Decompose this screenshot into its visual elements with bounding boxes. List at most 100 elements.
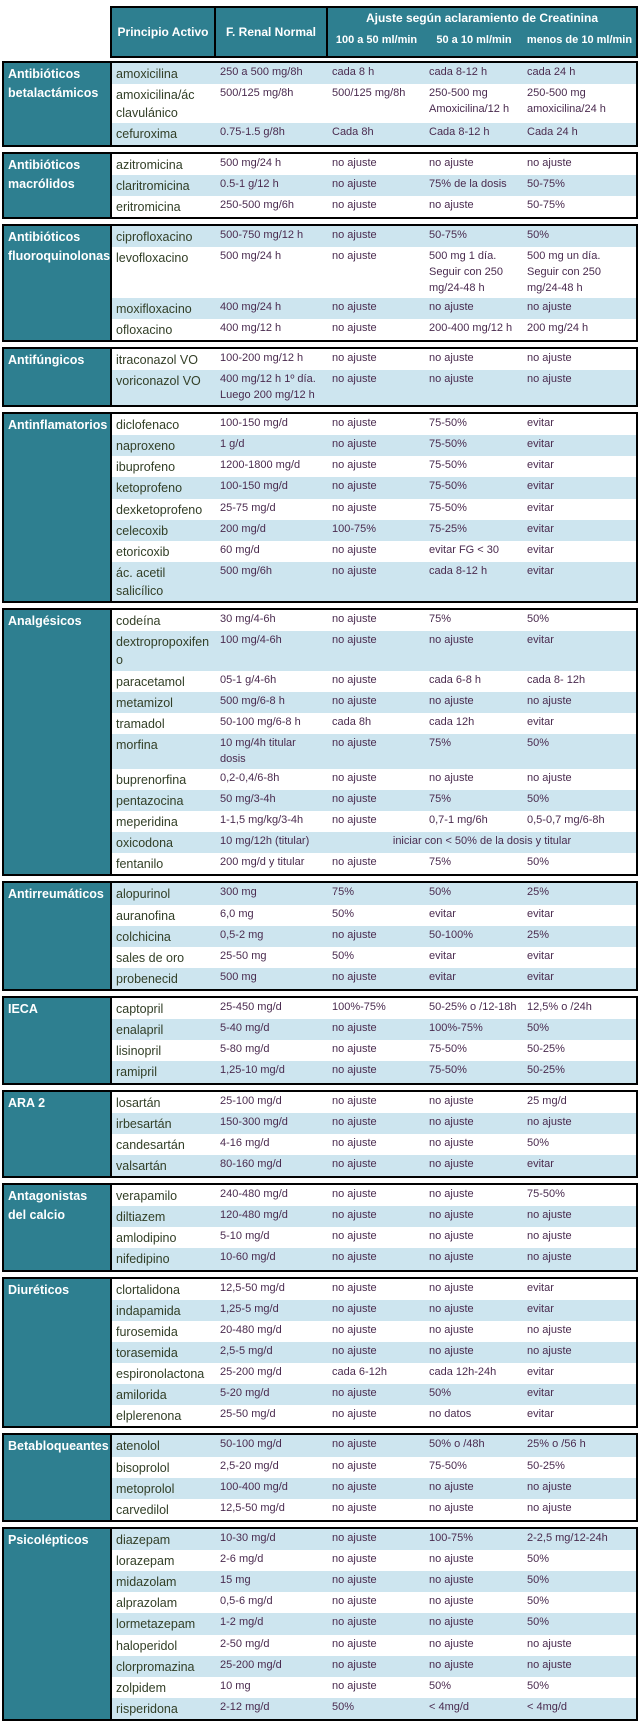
adjustment-100-50-cell: no ajuste [332, 198, 377, 211]
adjustment-less-10-cell: no ajuste [527, 771, 572, 784]
table-row: carvedilol 12,5-50 mg/d no ajuste no ajuste… [112, 1499, 636, 1520]
table-row: verapamilo 240-480 mg/d no ajuste no ajuste… [112, 1185, 636, 1206]
adjustment-100-50-cell: no ajuste [332, 1302, 377, 1315]
normal-dose-cell: 2-6 mg/d [220, 1553, 264, 1566]
adjustment-less-10-cell: 50% [527, 1553, 550, 1566]
adjustment-50-10-cell: evitar [429, 907, 456, 920]
normal-dose-cell: 500 mg [220, 970, 257, 983]
table-row: espironolactona 25-200 mg/d cada 6-12h cada… [112, 1363, 636, 1384]
adjustment-100-50-cell: no ajuste [332, 1209, 377, 1222]
header-principio-activo: Principio Activo [112, 8, 216, 56]
adjustment-less-10-cell: 50% [527, 613, 550, 626]
adjustment-less-10-cell: 50% [527, 792, 550, 805]
normal-dose-cell: 1,25-5 mg/d [220, 1302, 279, 1315]
normal-dose-cell: 400 mg/12 h [220, 321, 282, 334]
group-rows: atenolol 50-100 mg/d no ajuste 50% o /48h 25… [112, 1435, 636, 1520]
table-row: diclofenaco 100-150 mg/d no ajuste 75-50% ev… [112, 414, 636, 435]
adjustment-100-50-cell: cada 6-12h [332, 1366, 388, 1379]
adjustment-less-10-cell: 200 mg/24 h [527, 321, 589, 334]
adjustment-50-10-cell: no ajuste [429, 1115, 474, 1128]
group-block: Antirreumáticos alopurinol 300 mg 75% 50% 25%… [2, 881, 638, 992]
normal-dose-cell: 12,5-50 mg/d [220, 1281, 285, 1294]
table-row: bisoprolol 2,5-20 mg/d no ajuste 75-50% 50-2… [112, 1457, 636, 1478]
category-cell: Antibióticos macrólidos [4, 153, 112, 217]
adjustment-100-50-cell: no ajuste [332, 1387, 377, 1400]
drug-name-cell: captopril [116, 1002, 164, 1017]
adjustment-less-10-cell: no ajuste [527, 1115, 572, 1128]
adjustment-50-10-cell: 75-50% [429, 438, 467, 451]
table-row: fentanilo 200 mg/d y titular no ajuste 75% 5… [112, 853, 636, 874]
table-row: enalapril 5-40 mg/d no ajuste 100%-75% 50% [112, 1019, 636, 1041]
drug-name-cell: lorazepam [116, 1554, 175, 1569]
category-cell: Antibióticos betalactámicos [4, 63, 112, 145]
adjustment-50-10-cell: 50% [429, 886, 452, 899]
adjustment-100-50-cell: no ajuste [332, 438, 377, 451]
category-cell: IECA [4, 998, 112, 1083]
normal-dose-cell: 500-750 mg/12 h [220, 228, 304, 241]
normal-dose-cell: 25-200 mg/d [220, 1366, 282, 1379]
drug-name-cell: probenecid [116, 971, 178, 986]
adjustment-100-50-cell: no ajuste [332, 250, 377, 262]
adjustment-less-10-cell: 50-25% [527, 1064, 565, 1077]
category-cell: Antibióticos fluoroquinolonas [4, 225, 112, 341]
adjustment-50-10-cell: 75-50% [429, 501, 467, 514]
adjustment-100-50-cell: no ajuste [332, 1574, 377, 1587]
normal-dose-cell: 2,5-5 mg/d [220, 1344, 273, 1357]
table-row: metoprolol 100-400 mg/d no ajuste no ajuste… [112, 1477, 636, 1499]
table-row: torasemida 2,5-5 mg/d no ajuste no ajuste no… [112, 1341, 636, 1364]
drug-name-cell: lisinopril [116, 1044, 162, 1059]
table-row: losartán 25-100 mg/d no ajuste no ajuste 25 … [112, 1092, 636, 1113]
adjustment-100-50-cell: no ajuste [332, 771, 377, 784]
adjustment-100-50-cell: no ajuste [332, 1188, 377, 1201]
category-cell: Antagonistas del calcio [4, 1185, 112, 1270]
adjustment-100-50-cell: no ajuste [332, 352, 377, 365]
drug-name-cell: metoprolol [116, 1481, 175, 1496]
adjustment-50-10-cell: no ajuste [429, 373, 474, 386]
table-row: elplerenona 25-50 mg/d no ajuste no datos ev… [112, 1405, 636, 1426]
adjustment-50-10-cell: Cada 8-12 h [429, 126, 490, 139]
adjustment-50-10-cell: 75-50% [429, 1064, 467, 1077]
adjustment-less-10-cell: 250-500 mg amoxicilina/24 h [527, 87, 606, 116]
adjustment-50-10-cell: 0,7-1 mg/6h [429, 814, 488, 827]
normal-dose-cell: 50-100 mg/6-8 h [220, 715, 301, 728]
adjustment-50-10-cell: no ajuste [429, 1574, 474, 1587]
drug-name-cell: dextropropoxifeno [116, 635, 210, 668]
normal-dose-cell: 1,25-10 mg/d [220, 1064, 285, 1077]
adjustment-less-10-cell: 25 mg/d [527, 1094, 567, 1107]
adjustment-less-10-cell: 50% [527, 228, 550, 241]
table-row: lisinopril 5-80 mg/d no ajuste 75-50% 50-25% [112, 1040, 636, 1061]
table-row: levofloxacino 500 mg/24 h no ajuste 500 mg … [112, 247, 636, 298]
adjustment-100-50-cell: no ajuste [332, 1344, 377, 1357]
normal-dose-cell: 0.5-1 g/12 h [220, 177, 279, 190]
adjustment-100-50-cell: no ajuste [332, 694, 377, 707]
table-row: lormetazepam 1-2 mg/d no ajuste no ajuste 50… [112, 1613, 636, 1635]
adjustment-100-50-cell: no ajuste [332, 1157, 377, 1170]
normal-dose-cell: 25-50 mg/d [220, 1408, 276, 1421]
normal-dose-cell: 1-1,5 mg/kg/3-4h [220, 814, 304, 827]
adjustment-100-50-cell: no ajuste [332, 736, 377, 749]
adjustment-100-50-cell: no ajuste [332, 177, 377, 190]
normal-dose-cell: 250-500 mg/6h [220, 198, 294, 211]
drug-name-cell: pentazocina [116, 793, 184, 808]
drug-name-cell: metamizol [116, 695, 173, 710]
adjustment-100-50-cell: 50% [332, 949, 355, 962]
normal-dose-cell: 100 mg/4-6h [220, 634, 282, 647]
normal-dose-cell: 500 mg/24 h [220, 250, 282, 262]
adjustment-50-10-cell: 200-400 mg/12 h [429, 321, 513, 334]
group-rows: diclofenaco 100-150 mg/d no ajuste 75-50% ev… [112, 414, 636, 602]
adjustment-less-10-cell: evitar [527, 543, 554, 556]
group-rows: losartán 25-100 mg/d no ajuste no ajuste 25 … [112, 1092, 636, 1177]
header-adjust-group: Ajuste según aclaramiento de Creatinina … [328, 8, 636, 56]
normal-dose-cell: 30 mg/4-6h [220, 613, 276, 626]
drug-name-cell: alopurinol [116, 887, 171, 902]
drug-name-cell: paracetamol [116, 674, 185, 689]
drug-name-cell: risperidona [116, 1701, 178, 1716]
adjustment-50-10-cell: 250-500 mg Amoxicilina/12 h [429, 87, 510, 116]
group-rows: azitromicina 500 mg/24 h no ajuste no ajust… [112, 154, 636, 217]
adjustment-50-10-cell: 50% o /48h [429, 1438, 485, 1451]
adjustment-100-50-cell: no ajuste [332, 1438, 377, 1451]
adjustment-50-10-cell: no ajuste [429, 1658, 474, 1671]
group-block: Analgésicos codeína 30 mg/4-6h no ajuste 75%… [2, 608, 638, 877]
adjustment-50-10-cell: no ajuste [429, 1595, 474, 1608]
